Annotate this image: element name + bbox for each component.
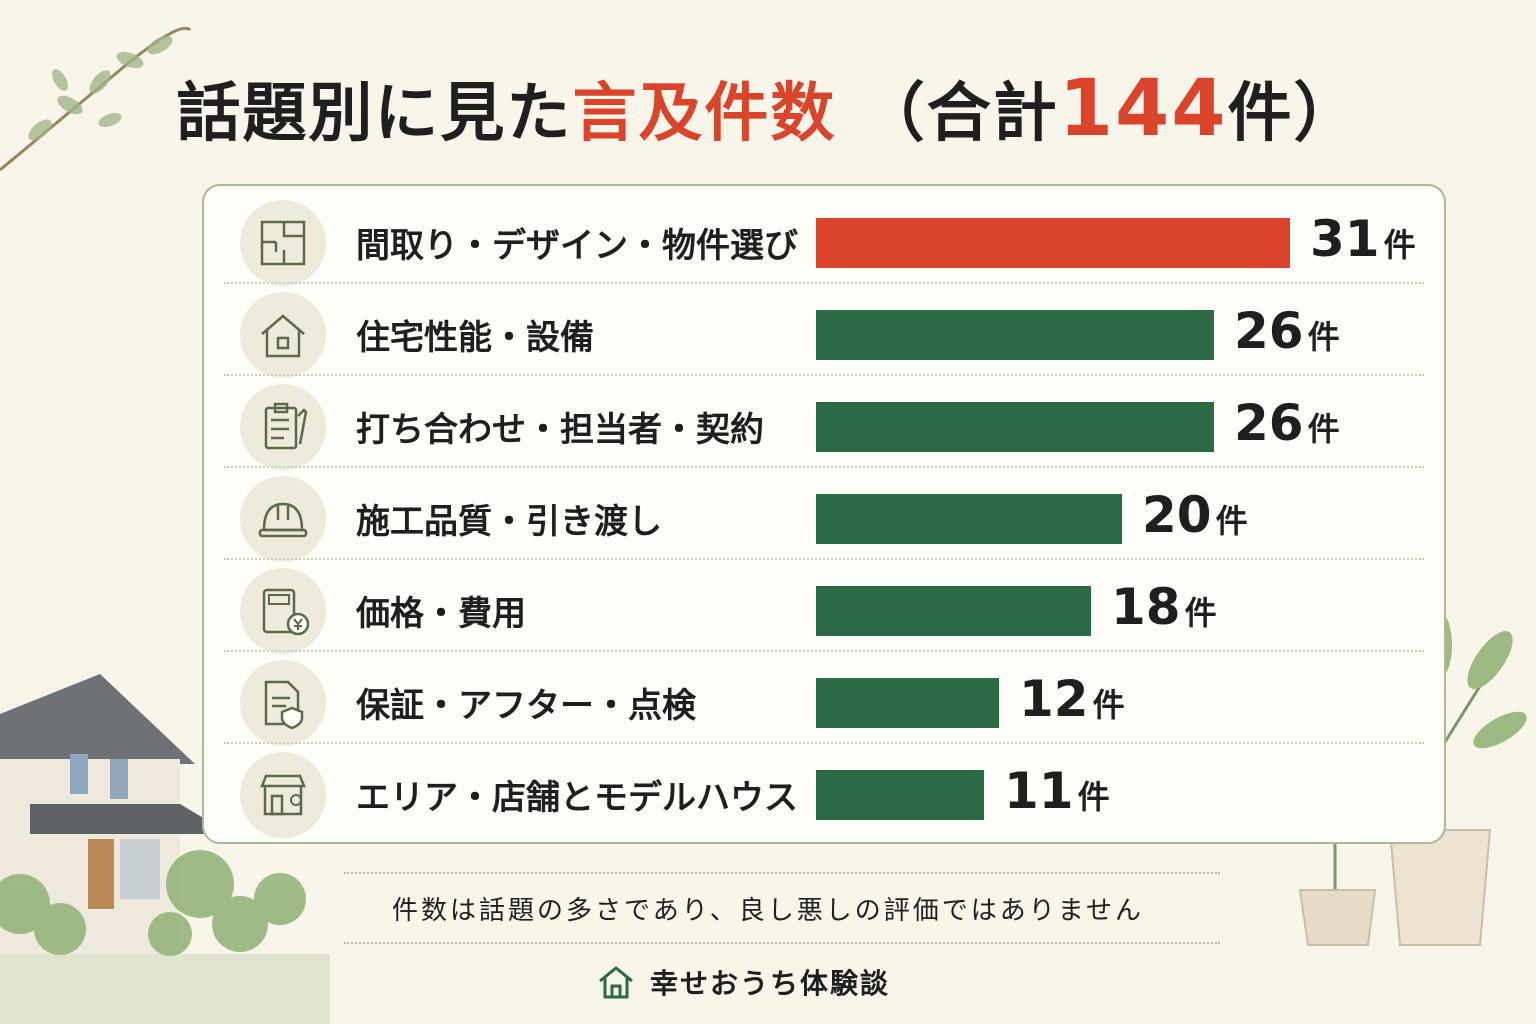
bar [816,770,984,820]
value-label: 12 件 [1019,670,1125,728]
bar [816,218,1290,268]
chart-title: 話題別に見た言及件数 （合計144件） [0,62,1536,154]
note-divider-bottom [344,942,1220,944]
title-part4: 件） [1227,77,1360,151]
chart-row: 保証・アフター・点検 12 件 [204,652,1444,746]
note-divider-top [344,872,1220,874]
brand-name: 幸せおうち体験談 [650,967,891,1000]
chart-row: 間取り・デザイン・物件選び 31 件 [204,192,1444,286]
title-total: 144 [1058,64,1228,154]
bar [816,310,1214,360]
bar [816,402,1214,452]
category-label: 打ち合わせ・担当者・契約 [356,410,764,450]
value-number: 12 [1019,670,1089,728]
chart-row: 住宅性能・設備 26 件 [204,284,1444,378]
bar [816,494,1122,544]
category-label: 住宅性能・設備 [356,318,594,358]
row-divider [224,374,1424,376]
category-label: エリア・店舗とモデルハウス [356,778,798,818]
chart-row: 価格・費用 18 件 [204,560,1444,654]
chart-row: 施工品質・引き渡し 20 件 [204,468,1444,562]
value-label: 18 件 [1111,578,1217,636]
brand: 幸せおうち体験談 [596,962,890,1002]
house-icon [240,292,326,378]
value-number: 26 [1234,394,1304,452]
category-label: 保証・アフター・点検 [356,686,696,726]
value-unit: 件 [1307,410,1340,448]
footer-note: 件数は話題の多さであり、良し悪しの評価ではありません [392,896,1144,926]
value-unit: 件 [1184,594,1217,632]
value-number: 20 [1142,486,1212,544]
house-illustration [0,674,330,1024]
value-unit: 件 [1077,778,1110,816]
value-number: 31 [1310,210,1380,268]
document-shield-icon [240,660,326,746]
title-part2: 言及件数 [572,77,837,151]
value-label: 26 件 [1234,394,1340,452]
calculator-yen-icon [240,568,326,654]
row-divider [224,650,1424,652]
chart-panel: 間取り・デザイン・物件選び 31 件住宅性能・設備 26 件打ち合わせ・担当者・契約 26… [202,184,1446,844]
value-label: 20 件 [1142,486,1248,544]
bar [816,586,1091,636]
row-divider [224,466,1424,468]
row-divider [224,558,1424,560]
store-icon [240,752,326,838]
value-unit: 件 [1215,502,1248,540]
floorplan-icon [240,200,326,286]
value-unit: 件 [1307,318,1340,356]
row-divider [224,742,1424,744]
category-label: 価格・費用 [356,594,526,634]
value-unit: 件 [1383,226,1416,264]
house-logo-icon [599,966,633,999]
value-number: 26 [1234,302,1304,360]
title-part1: 話題別に見た [176,77,573,151]
chart-row: 打ち合わせ・担当者・契約 26 件 [204,376,1444,470]
value-label: 11 件 [1004,762,1110,820]
bar [816,678,999,728]
chart-row: エリア・店舗とモデルハウス 11 件 [204,744,1444,838]
category-label: 間取り・デザイン・物件選び [356,226,798,266]
helmet-icon [240,476,326,562]
row-divider [224,282,1424,284]
value-number: 11 [1004,762,1074,820]
branch-decoration [0,26,192,172]
checklist-icon [240,384,326,470]
title-part3: （合計 [860,77,1059,151]
category-label: 施工品質・引き渡し [356,502,662,542]
value-unit: 件 [1092,686,1125,724]
value-label: 26 件 [1234,302,1340,360]
value-number: 18 [1111,578,1181,636]
value-label: 31 件 [1310,210,1416,268]
